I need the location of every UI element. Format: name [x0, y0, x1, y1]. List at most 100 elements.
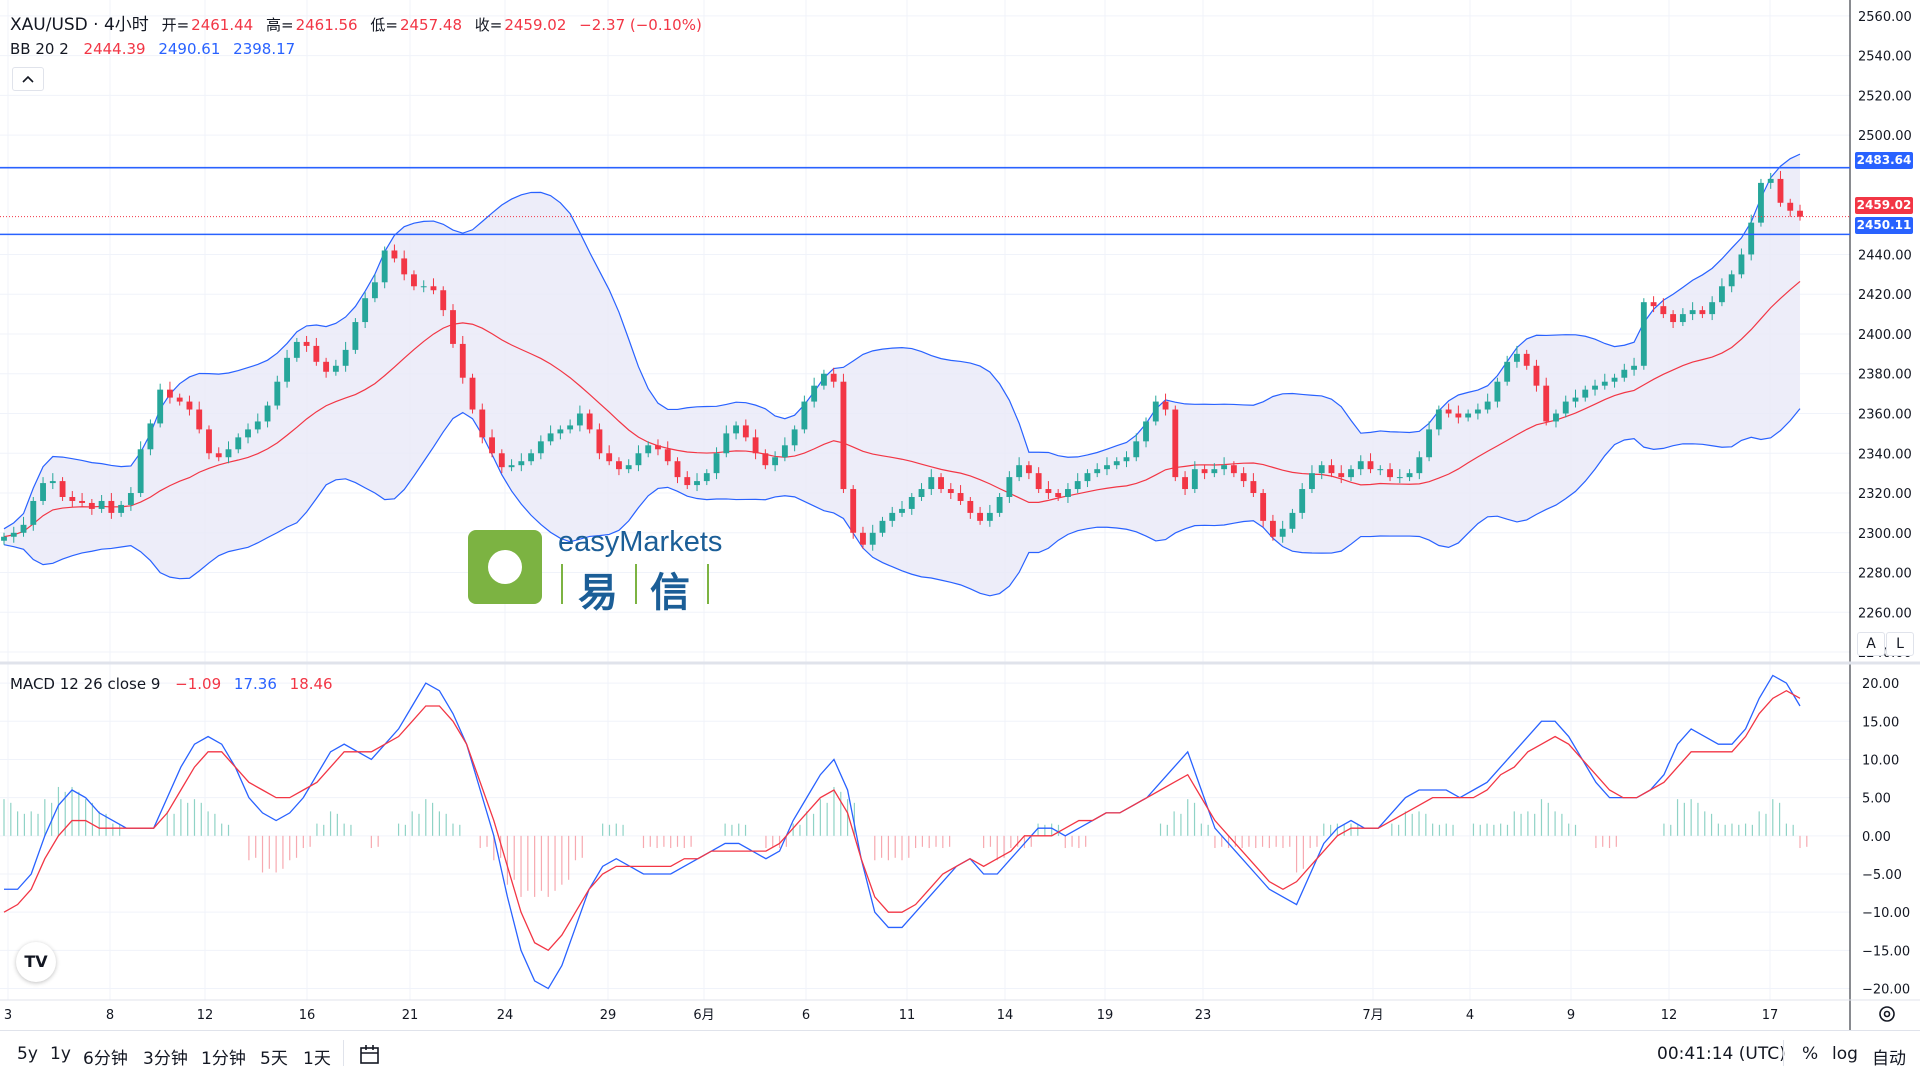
- candle-body: [860, 532, 866, 545]
- price-tick-label: 2360.00: [1858, 408, 1912, 423]
- candle-body: [703, 473, 710, 482]
- candle-body: [537, 441, 544, 454]
- candle-body: [879, 520, 886, 533]
- macd-header[interactable]: MACD 12 26 close 9 −1.09 17.36 18.46: [10, 675, 335, 693]
- candle-body: [586, 413, 593, 430]
- candle-body: [1045, 489, 1052, 494]
- date-range-button[interactable]: [358, 1043, 382, 1067]
- timeframe-5d[interactable]: 5天: [260, 1049, 288, 1069]
- timeframe-1min[interactable]: 1分钟: [201, 1049, 246, 1069]
- candle-body: [723, 433, 730, 454]
- candle-body: [1611, 377, 1618, 382]
- log-toggle[interactable]: log: [1832, 1044, 1858, 1064]
- candle-body: [176, 397, 183, 402]
- candle-body: [1299, 489, 1306, 513]
- candle-body: [459, 343, 466, 378]
- auto-toggle[interactable]: 自动: [1872, 1049, 1906, 1069]
- macd-tick-label: 20.00: [1862, 677, 1899, 692]
- candle-body: [1767, 178, 1774, 183]
- timeframe-3min[interactable]: 3分钟: [143, 1049, 188, 1069]
- candle-body: [742, 425, 749, 438]
- candle-body: [391, 250, 398, 259]
- candle-body: [88, 502, 95, 509]
- candle-body: [137, 449, 144, 494]
- bb-header[interactable]: BB 20 2 2444.39 2490.61 2398.17: [10, 40, 297, 58]
- time-axis-label: 23: [1195, 1008, 1212, 1023]
- candle-body: [1250, 481, 1257, 494]
- logo-brand-en: easyMarkets: [558, 526, 723, 558]
- candle-body: [49, 481, 56, 484]
- candle-body: [1172, 409, 1179, 478]
- log-scale-button[interactable]: L: [1886, 632, 1914, 656]
- candle-body: [1113, 461, 1120, 466]
- candle-body: [1094, 469, 1101, 474]
- time-axis-label: 4: [1466, 1008, 1474, 1023]
- candle-body: [664, 449, 671, 462]
- candle-body: [1055, 493, 1062, 497]
- price-tick-label: 2500.00: [1858, 129, 1912, 144]
- candle-body: [1758, 182, 1764, 223]
- candle-body: [206, 429, 212, 454]
- price-tick-label: 2380.00: [1858, 368, 1912, 383]
- candle-body: [254, 421, 261, 430]
- collapse-legend-button[interactable]: [12, 67, 44, 91]
- candle-body: [293, 341, 300, 358]
- candle-body: [1592, 385, 1598, 390]
- candle-body: [1309, 473, 1315, 490]
- candle-body: [840, 381, 847, 490]
- candle-body: [1328, 465, 1335, 474]
- candle-body: [830, 373, 837, 382]
- settings-button[interactable]: [1876, 1003, 1898, 1025]
- bb-basis-value: 2444.39: [83, 40, 146, 58]
- price-tick-label: 2300.00: [1858, 527, 1912, 542]
- candle-body: [20, 524, 27, 533]
- candle-body: [1699, 310, 1706, 315]
- line2-price-badge[interactable]: 2450.11: [1855, 217, 1913, 234]
- symbol-label[interactable]: XAU/USD · 4小时: [10, 15, 149, 35]
- price-tick-label: 2420.00: [1858, 288, 1912, 303]
- auto-scale-button[interactable]: A: [1857, 632, 1885, 656]
- close-value: 2459.02: [504, 16, 567, 34]
- candle-body: [811, 385, 818, 402]
- price-tick-label: 2440.00: [1858, 248, 1912, 263]
- time-axis-label: 12: [197, 1008, 214, 1023]
- candle-body: [118, 504, 125, 513]
- candle-body: [1533, 365, 1540, 386]
- signal-line: [3, 689, 1801, 952]
- candle-body: [245, 429, 251, 438]
- candle-body: [430, 286, 437, 291]
- candle-body: [908, 496, 915, 509]
- candle-body: [1709, 302, 1716, 315]
- candle-body: [1221, 465, 1228, 470]
- line1-price-badge[interactable]: 2483.64: [1855, 152, 1913, 169]
- utc-clock[interactable]: 00:41:14 (UTC): [1657, 1044, 1786, 1064]
- candle-body: [957, 493, 964, 501]
- candle-body: [635, 453, 642, 466]
- timeframe-1d[interactable]: 1天: [303, 1049, 331, 1069]
- open-label: 开=: [161, 16, 190, 34]
- easymarkets-logo: easyMarkets 易 信: [468, 526, 728, 616]
- candle-body: [323, 361, 330, 372]
- candle-body: [59, 481, 66, 497]
- timeframe-6min[interactable]: 6分钟: [83, 1049, 128, 1069]
- candle-body: [1582, 389, 1589, 398]
- candle-body: [606, 453, 613, 462]
- candle-body: [1, 536, 7, 541]
- candle-body: [127, 493, 134, 505]
- bb-lower-value: 2398.17: [233, 40, 296, 58]
- percent-toggle[interactable]: %: [1802, 1044, 1819, 1064]
- macd-line: [4, 674, 1801, 990]
- candle-body: [1084, 473, 1091, 482]
- tradingview-logo[interactable]: TV: [16, 942, 56, 982]
- candle-body: [1543, 385, 1550, 422]
- last-price-badge: 2459.02: [1855, 197, 1913, 214]
- candle-body: [1435, 409, 1442, 430]
- candle-body: [576, 413, 583, 426]
- macd-value: 17.36: [233, 675, 277, 693]
- timeframe-5y[interactable]: 5y: [17, 1044, 38, 1064]
- timeframe-1y[interactable]: 1y: [50, 1044, 71, 1064]
- bottom-toolbar: [0, 1030, 1920, 1081]
- candle-body: [1494, 381, 1501, 402]
- candle-body: [332, 365, 339, 372]
